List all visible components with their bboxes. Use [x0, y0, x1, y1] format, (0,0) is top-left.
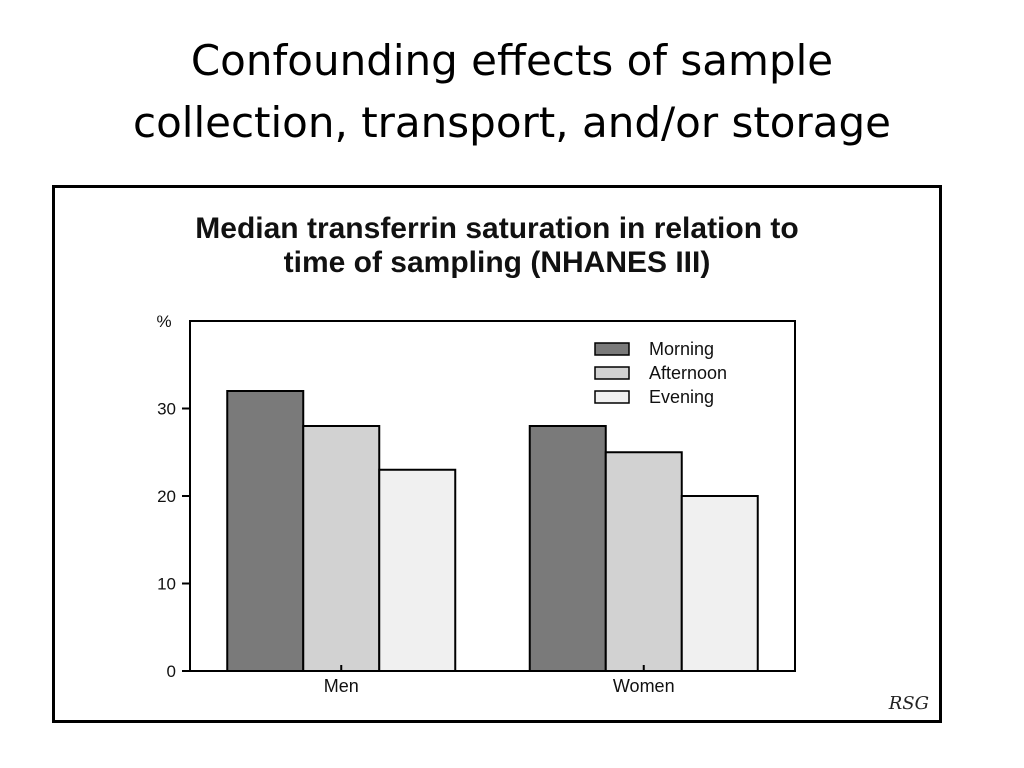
chart-figure: Median transferrin saturation in relatio… [52, 185, 942, 723]
y-tick-label: 20 [157, 487, 176, 506]
slide-title-line-2: collection, transport, and/or storage [132, 98, 891, 147]
chart-title-line-2: time of sampling (NHANES III) [283, 246, 711, 279]
bar-men-morning [226, 390, 305, 672]
chart-title-line-1: Median transferrin saturation in relatio… [195, 212, 799, 245]
legend-label-evening: Evening [649, 387, 714, 407]
chart-title: Median transferrin saturation in relatio… [55, 212, 939, 280]
bar-chart: 0 10 20 30% Men Women Morning Afternoon Evening [156, 312, 796, 696]
bar-women-evening [680, 495, 759, 672]
y-tick-label: 30 [157, 400, 176, 419]
legend-swatch-morning [594, 342, 630, 356]
legend-swatch-afternoon [594, 366, 630, 380]
y-tick-label: 0 [167, 662, 176, 681]
x-tick-label-men: Men [324, 676, 359, 696]
x-tick-label-women: Women [613, 676, 675, 696]
y-tick-label: 10 [157, 575, 176, 594]
slide-title: Confounding effects of sample collection… [0, 30, 1024, 154]
bar-women-afternoon [604, 451, 683, 672]
bar-women-morning [528, 425, 607, 672]
legend-label-afternoon: Afternoon [649, 363, 727, 383]
bar-men-afternoon [302, 425, 381, 672]
y-axis-label: % [156, 312, 171, 331]
bar-men-evening [378, 468, 457, 672]
legend-label-morning: Morning [649, 339, 714, 359]
slide-title-line-1: Confounding effects of sample [190, 36, 834, 85]
legend-swatch-evening [594, 390, 630, 404]
author-signature: RSG [888, 693, 929, 714]
